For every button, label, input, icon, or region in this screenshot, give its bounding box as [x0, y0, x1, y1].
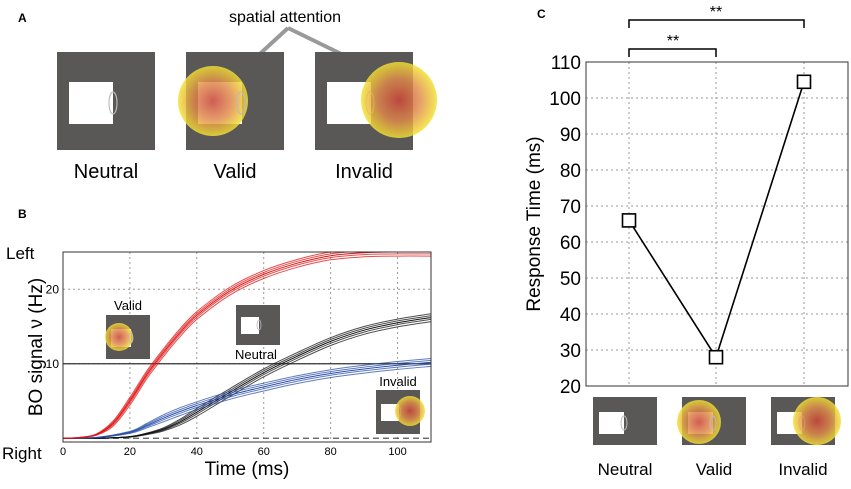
label-valid: Valid — [214, 161, 257, 183]
b-xtick-60: 60 — [258, 446, 270, 458]
panel-c-ticks: 20 30 40 50 60 70 80 90 100 110 — [549, 53, 581, 398]
panel-b-ylabel: BO signal ν (Hz) — [26, 278, 47, 416]
panel-c-data — [621, 74, 812, 365]
b-trace-invalid-0 — [63, 365, 431, 439]
c-ytick-90: 90 — [560, 125, 581, 146]
c-marker-invalid — [796, 74, 812, 90]
b-trace-invalid-3 — [63, 359, 431, 439]
b-trace-valid-4 — [63, 252, 335, 439]
label-neutral: Neutral — [74, 161, 138, 183]
c-stimulus-neutral — [593, 397, 657, 445]
b-xtick-20: 20 — [124, 446, 136, 458]
b-xtick-80: 80 — [325, 446, 337, 458]
sig-label-neutral-invalid: ** — [710, 4, 722, 21]
c-stimulus-valid — [677, 397, 746, 445]
c-ytick-20: 20 — [560, 377, 581, 398]
stimulus-invalid — [315, 52, 437, 150]
b-trace-valid-2 — [63, 252, 431, 439]
panel-b-xlabel: Time (ms) — [205, 459, 290, 480]
panel-b-series — [63, 252, 431, 439]
b-series-valid — [63, 252, 431, 439]
panel-c-letter: C — [537, 7, 546, 21]
c-marker-valid — [708, 349, 724, 365]
b-trace-invalid-2 — [63, 361, 431, 439]
b-xtick-40: 40 — [191, 446, 203, 458]
c-stimulus-invalid — [771, 397, 841, 445]
c-marker-neutral — [621, 213, 637, 228]
c-ytick-40: 40 — [560, 305, 581, 326]
c-category-valid: Valid — [696, 460, 733, 479]
c-category-neutral: Neutral — [598, 460, 653, 479]
c-ytick-60: 60 — [560, 233, 581, 254]
b-trace-valid-3 — [63, 252, 354, 439]
y-label-left: Left — [6, 244, 35, 263]
inset-neutral: Neutral — [235, 305, 280, 362]
panel-b-frame — [62, 251, 432, 443]
sig-bracket-neutral-invalid — [628, 19, 805, 28]
panel-b-ticks: 0 20 40 60 80 100 10 20 — [46, 282, 407, 458]
stimulus-neutral — [57, 52, 155, 150]
b-xtick-100: 100 — [388, 446, 406, 458]
c-ytick-30: 30 — [560, 341, 581, 362]
inset-valid-label: Valid — [114, 298, 142, 313]
panel-b-letter: B — [18, 207, 27, 221]
c-category-invalid: Invalid — [778, 460, 827, 479]
inset-invalid: Invalid — [376, 374, 425, 434]
panel-a-letter: A — [18, 11, 27, 25]
stimulus-valid — [178, 52, 284, 150]
label-invalid: Invalid — [335, 161, 393, 183]
c-ytick-110: 110 — [551, 53, 581, 74]
c-ytick-70: 70 — [560, 197, 581, 218]
b-xtick-0: 0 — [60, 446, 66, 458]
b-trace-invalid-1 — [63, 363, 431, 439]
panel-c-frame — [585, 61, 849, 387]
inset-invalid-label: Invalid — [379, 374, 417, 389]
c-ytick-100: 100 — [549, 89, 581, 110]
panel-c-ylabel: Response Time (ms) — [524, 136, 545, 311]
b-ytick-20: 20 — [46, 282, 60, 296]
b-trace-valid-1 — [63, 253, 431, 439]
c-ytick-50: 50 — [560, 269, 581, 290]
b-series-invalid — [63, 358, 431, 439]
b-trace-invalid-4 — [63, 358, 431, 439]
inset-valid: Valid — [105, 298, 150, 359]
b-trace-valid-0 — [63, 255, 431, 439]
spatial-attention-annotation: spatial attention — [229, 9, 341, 26]
panel-c: C ** ** 20 30 40 50 60 70 80 90 100 110 Response … — [524, 4, 849, 479]
panel-b-grid — [63, 252, 431, 442]
c-ytick-80: 80 — [560, 161, 581, 182]
y-label-right: Right — [2, 444, 42, 463]
inset-neutral-label: Neutral — [235, 347, 277, 362]
sig-bracket-neutral-valid — [628, 48, 717, 57]
b-ytick-10: 10 — [46, 357, 60, 371]
panel-a: A spatial attention Neutral Valid In — [18, 9, 437, 183]
sig-label-neutral-valid: ** — [667, 33, 679, 50]
